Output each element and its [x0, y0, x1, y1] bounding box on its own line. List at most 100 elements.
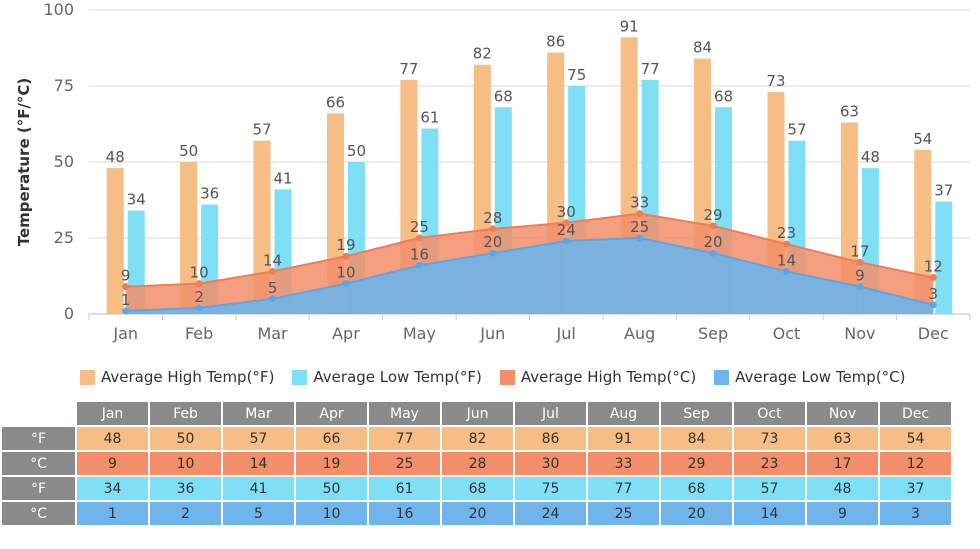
area-point — [489, 225, 497, 233]
area-point — [856, 283, 864, 291]
y-tick-label: 0 — [64, 304, 74, 323]
area-data-label: 16 — [410, 245, 429, 263]
table-month-header: Feb — [148, 400, 223, 427]
area-point — [122, 307, 130, 315]
y-tick-label: 25 — [54, 228, 74, 247]
area-data-label: 10 — [190, 264, 209, 282]
table-value-cell: 10 — [294, 500, 369, 527]
legend-label: Average Low Temp(°C) — [735, 368, 906, 386]
table-value-cell: 50 — [148, 425, 223, 452]
area-point — [782, 240, 790, 248]
table-value-cell: 77 — [586, 475, 661, 502]
legend-swatch — [292, 369, 308, 385]
bar-data-label: 41 — [273, 169, 292, 187]
area-point — [122, 283, 130, 291]
area-point — [636, 210, 644, 218]
legend-item[interactable]: Average High Temp(°C) — [499, 368, 697, 386]
table-value-cell: 48 — [75, 425, 150, 452]
table-value-cell: 82 — [440, 425, 515, 452]
area-point — [636, 234, 644, 242]
legend-swatch — [80, 369, 95, 385]
legend-swatch — [714, 369, 730, 385]
y-tick-label: 50 — [54, 152, 74, 171]
x-tick-label: Apr — [332, 324, 360, 343]
table-value-cell: 57 — [732, 475, 807, 502]
table-unit-cell: °C — [0, 500, 77, 527]
legend-label: Average High Temp(°F) — [101, 368, 275, 386]
temperature-table: Jan Feb Mar Apr May Jun Jul Aug Sep Oct Nov Dec °F 4… — [0, 400, 953, 527]
table-value-cell: 2 — [148, 500, 223, 527]
table-value-cell: 16 — [367, 500, 442, 527]
table-value-cell: 20 — [659, 500, 734, 527]
area-data-label: 14 — [777, 251, 796, 269]
bar-data-label: 50 — [347, 142, 366, 160]
y-tick-label: 100 — [43, 0, 74, 19]
table-value-cell: 29 — [659, 450, 734, 477]
legend-item[interactable]: Average Low Temp(°F) — [292, 368, 482, 386]
area-data-label: 20 — [483, 233, 502, 251]
table-month-header: Apr — [294, 400, 369, 427]
table-value-cell: 24 — [513, 500, 588, 527]
area-data-label: 10 — [336, 264, 355, 282]
bar-high-f — [106, 168, 124, 314]
area-data-label: 23 — [777, 224, 796, 242]
area-point — [856, 258, 864, 266]
table-month-header: Sep — [659, 400, 734, 427]
area-point — [415, 234, 423, 242]
table-value-cell: 12 — [878, 450, 953, 477]
bar-data-label: 75 — [567, 66, 586, 84]
legend-swatch — [499, 369, 515, 385]
x-tick-label: Nov — [844, 324, 875, 343]
bar-data-label: 91 — [620, 17, 639, 35]
y-tick-label: 75 — [54, 76, 74, 95]
table-value-cell: 68 — [440, 475, 515, 502]
bar-high-f — [914, 149, 932, 314]
x-tick-label: Feb — [185, 324, 213, 343]
legend-item[interactable]: Average High Temp(°F) — [80, 368, 274, 386]
table-value-cell: 77 — [367, 425, 442, 452]
x-tick-label: Dec — [918, 324, 949, 343]
table-value-cell: 57 — [221, 425, 296, 452]
table-value-cell: 33 — [586, 450, 661, 477]
table-value-cell: 28 — [440, 450, 515, 477]
table-month-header: Oct — [732, 400, 807, 427]
area-point — [342, 252, 350, 260]
table-value-cell: 5 — [221, 500, 296, 527]
table-value-cell: 61 — [367, 475, 442, 502]
bar-data-label: 82 — [473, 45, 492, 63]
area-point — [562, 237, 570, 245]
area-point — [269, 267, 277, 275]
x-tick-label: Sep — [698, 324, 728, 343]
area-point — [709, 249, 717, 257]
legend-item[interactable]: Average Low Temp(°C) — [714, 368, 906, 386]
x-tick-label: May — [403, 324, 436, 343]
table-value-cell: 36 — [148, 475, 223, 502]
table-value-cell: 17 — [805, 450, 880, 477]
area-point — [562, 219, 570, 227]
area-data-label: 3 — [929, 285, 939, 303]
bar-data-label: 36 — [200, 185, 219, 203]
legend-label: Average High Temp(°C) — [520, 368, 697, 386]
area-point — [415, 261, 423, 269]
area-data-label: 5 — [268, 279, 278, 297]
bar-data-label: 63 — [840, 102, 859, 120]
table-row: °C 9 10 14 19 25 28 30 33 29 23 17 12 — [0, 450, 953, 477]
table-row: °C 1 2 5 10 16 20 24 25 20 14 9 3 — [0, 500, 953, 527]
table-value-cell: 66 — [294, 425, 369, 452]
table-row: °F 34 36 41 50 61 68 75 77 68 57 48 37 — [0, 475, 953, 502]
area-point — [342, 280, 350, 288]
table-row: °F 48 50 57 66 77 82 86 91 84 73 63 54 — [0, 425, 953, 452]
area-data-label: 17 — [850, 242, 869, 260]
bar-low-f — [935, 201, 953, 314]
bar-high-f — [253, 140, 271, 314]
table-value-cell: 10 — [148, 450, 223, 477]
y-axis-label: Temperature (°F/°C) — [15, 78, 33, 247]
area-data-label: 2 — [194, 288, 204, 306]
x-tick-label: Jan — [112, 324, 138, 343]
area-point — [195, 280, 203, 288]
bar-data-label: 84 — [693, 39, 712, 57]
bar-data-label: 61 — [420, 109, 439, 127]
table-value-cell: 1 — [75, 500, 150, 527]
table-value-cell: 68 — [659, 475, 734, 502]
